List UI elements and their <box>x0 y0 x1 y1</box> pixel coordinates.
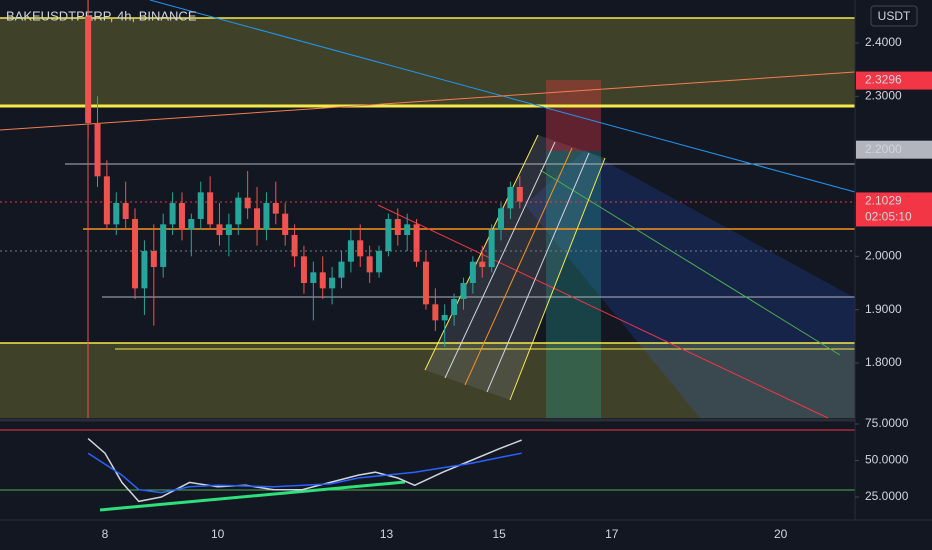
y-tick-label: 1.9000 <box>865 302 902 316</box>
unit-box <box>870 5 918 27</box>
fib-line <box>486 152 590 393</box>
candle-body <box>122 202 129 220</box>
x-tick-label: 8 <box>102 527 109 541</box>
candle-body <box>150 251 157 268</box>
fib-line <box>464 147 573 386</box>
price-label: 2.2000 <box>865 142 902 156</box>
candle-body <box>254 208 261 230</box>
channel-fill <box>525 150 855 418</box>
candle-body <box>329 277 336 289</box>
candle-body <box>451 299 458 316</box>
candle-body <box>169 202 176 225</box>
y-tick-label: 2.0000 <box>865 249 902 263</box>
divergence-line <box>99 480 406 512</box>
candle-body <box>216 224 223 236</box>
candle-body <box>498 208 505 230</box>
chart-title: BAKEUSDTPERP, 4h, BINANCE <box>6 8 197 23</box>
candle-body <box>141 251 148 289</box>
candle-body <box>404 224 411 236</box>
y-tick-label: 2.4000 <box>865 35 902 49</box>
candle-body <box>310 272 317 284</box>
unit: USDT <box>878 9 911 23</box>
candle-body <box>441 315 448 321</box>
candle-body <box>507 186 514 209</box>
candle-body <box>178 202 185 230</box>
candle-body <box>113 202 120 225</box>
candle-body <box>235 197 242 225</box>
price-label: 2.3296 <box>865 73 902 87</box>
zone <box>0 18 855 106</box>
y-tick-label: 2.3000 <box>865 88 902 102</box>
price-label-box <box>856 140 932 159</box>
candle-body <box>385 219 392 252</box>
x-tick-label: 17 <box>605 527 619 541</box>
candle-body <box>357 240 364 257</box>
fib-line <box>424 134 539 371</box>
price-label-box <box>856 71 932 90</box>
candle-body <box>207 192 214 225</box>
candle-body <box>225 224 232 236</box>
candle-body <box>282 213 289 236</box>
y-tick-label: 75.0000 <box>865 416 909 430</box>
candle-body <box>197 192 204 220</box>
candle-body <box>376 251 383 273</box>
zone <box>0 343 855 418</box>
candle-body <box>272 202 279 214</box>
countdown: 02:05:10 <box>865 210 912 224</box>
candle-body <box>516 186 523 202</box>
y-tick-label: 50.0000 <box>865 453 909 467</box>
price-label-box <box>856 192 932 227</box>
indicator-line <box>87 452 522 494</box>
candle-body <box>160 224 167 268</box>
price-label: 2.1029 <box>865 194 902 208</box>
candle-body <box>469 261 476 284</box>
candle-body <box>132 219 139 289</box>
candle-body <box>413 224 420 262</box>
candle-body <box>103 176 110 225</box>
candle-body <box>85 16 92 123</box>
candle-body <box>394 219 401 236</box>
fib-line <box>444 141 556 379</box>
trend-line <box>0 71 856 131</box>
trend-line <box>539 169 841 356</box>
candle-body <box>460 283 467 300</box>
candle-body <box>263 202 270 230</box>
x-tick-label: 10 <box>211 527 225 541</box>
y-tick-label: 25.0000 <box>865 489 909 503</box>
candle-body <box>291 235 298 257</box>
candle-body <box>300 256 307 284</box>
candle-body <box>319 272 326 289</box>
x-tick-label: 20 <box>774 527 788 541</box>
candle-body <box>479 261 486 268</box>
fib-channel <box>425 135 605 400</box>
candle-body <box>488 229 495 268</box>
x-tick-label: 15 <box>492 527 506 541</box>
drawings <box>0 0 856 512</box>
candle-body <box>366 256 373 273</box>
trend-line <box>377 204 829 419</box>
x-tick-label: 13 <box>380 527 394 541</box>
candle-body <box>94 122 101 177</box>
fib-line <box>509 157 606 401</box>
candle-body <box>244 197 251 209</box>
indicator-line <box>87 438 522 503</box>
y-tick-label: 1.8000 <box>865 355 902 369</box>
candle-body <box>188 219 195 230</box>
candle-body <box>432 304 439 321</box>
candle-body <box>422 261 429 305</box>
candle-body <box>338 261 345 278</box>
candle-body <box>347 240 354 262</box>
